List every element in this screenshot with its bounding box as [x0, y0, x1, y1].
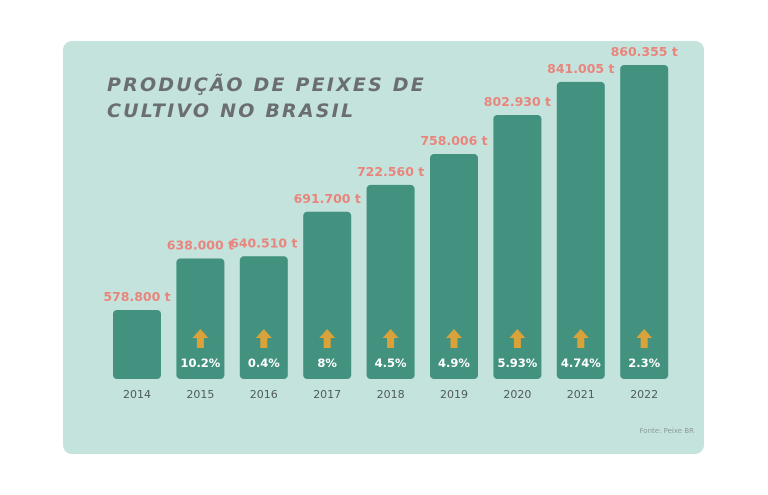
value-label-2018: 722.560 t [357, 164, 424, 179]
arrow-up-icon [572, 329, 589, 348]
bar-2018 [366, 184, 415, 379]
value-label-2019: 758.006 t [420, 133, 487, 148]
arrow-up-icon [255, 329, 272, 348]
bar-2017 [303, 211, 352, 379]
bar-group-2017: 691.700 t 8% 2017 [294, 191, 361, 401]
value-label-2021: 841.005 t [547, 61, 614, 76]
value-label-2022: 860.355 t [611, 44, 678, 59]
bar-2016 [239, 256, 288, 379]
chart-title-line-2: CULTIVO NO BRASIL [107, 100, 356, 122]
x-tick-label-2021: 2021 [567, 388, 595, 401]
growth-label-2020: 5.93% [497, 356, 537, 370]
chart-title-line-1: PRODUÇÃO DE PEIXES DE [107, 74, 426, 96]
value-label-2016: 640.510 t [230, 235, 297, 250]
growth-label-2015: 10.2% [180, 356, 220, 370]
bar-group-2015: 638.000 t 10.2% 2015 [167, 237, 234, 401]
bar-group-2014: 578.800 t 2014 [103, 289, 170, 401]
bar-2020 [493, 114, 542, 380]
bar-2014 [113, 310, 161, 379]
arrow-up-icon [446, 329, 462, 348]
x-tick-label-2015: 2015 [186, 388, 214, 401]
x-tick-label-2019: 2019 [440, 388, 468, 401]
arrow-up-icon [192, 329, 209, 348]
bar-group-2018: 722.560 t 4.5% 2018 [357, 164, 424, 401]
x-tick-label-2014: 2014 [123, 388, 151, 401]
arrow-up-icon [509, 329, 526, 348]
bar-2022 [620, 65, 669, 379]
growth-label-2022: 2.3% [628, 356, 660, 370]
chart-title: PRODUÇÃO DE PEIXES DE CULTIVO NO BRASIL [107, 72, 426, 124]
growth-label-2021: 4.74% [561, 356, 601, 370]
bar-group-2016: 640.510 t 0.4% 2016 [230, 235, 297, 401]
x-tick-label-2016: 2016 [250, 388, 278, 401]
bar-group-2020: 802.930 t 5.93% 2020 [484, 94, 551, 401]
bar-2021 [556, 81, 605, 379]
source-note: Fonte: Peixe BR [639, 427, 694, 435]
x-tick-label-2017: 2017 [313, 388, 341, 401]
bar-group-2019: 758.006 t 4.9% 2019 [420, 133, 487, 401]
growth-label-2017: 8% [317, 356, 337, 370]
growth-label-2016: 0.4% [248, 356, 280, 370]
bar-group-2021: 841.005 t 4.74% 2021 [547, 61, 614, 401]
value-label-2014: 578.800 t [103, 289, 170, 304]
x-tick-label-2018: 2018 [377, 388, 405, 401]
value-label-2017: 691.700 t [294, 191, 361, 206]
value-label-2015: 638.000 t [167, 237, 234, 252]
arrow-up-icon [319, 329, 336, 348]
growth-label-2018: 4.5% [375, 356, 407, 370]
x-tick-label-2022: 2022 [630, 388, 658, 401]
growth-label-2019: 4.9% [438, 356, 470, 370]
bar-group-2022: 860.355 t 2.3% 2022 [611, 44, 678, 401]
bar-2019 [430, 154, 478, 379]
value-label-2020: 802.930 t [484, 94, 551, 109]
arrow-up-icon [382, 329, 399, 348]
bar-2015 [176, 258, 225, 379]
x-tick-label-2020: 2020 [503, 388, 531, 401]
arrow-up-icon [636, 329, 653, 348]
